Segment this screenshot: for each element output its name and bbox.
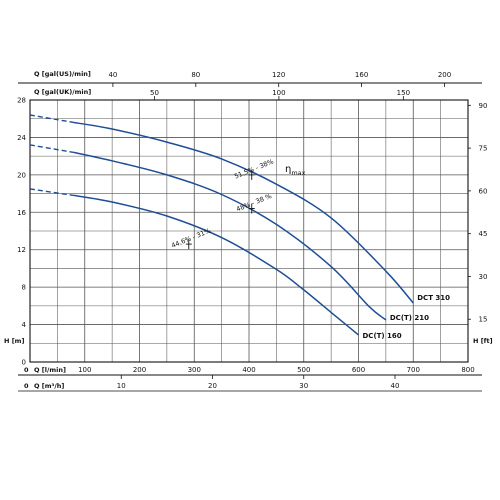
eta-subscript: max (291, 169, 305, 177)
top-uk-tick-label: 100 (272, 89, 285, 97)
right-axis-label: H [ft] (473, 337, 493, 345)
bottom-lpm-axis-label: Q [l/min] (34, 366, 66, 374)
eta-symbol: η (285, 164, 291, 175)
left-tick-label: 24 (17, 134, 26, 142)
bottom-zero-lpm: 0 (24, 366, 29, 374)
top-us-tick-label: 80 (191, 71, 200, 79)
top-uk-axis-label: Q [gal(UK)/min] (34, 88, 91, 96)
curve-label: DC(T) 210 (390, 314, 429, 322)
top-us-tick-label: 40 (108, 71, 117, 79)
bottom-m3h-tick-label: 30 (299, 382, 308, 390)
bottom-m3h-tick-label: 20 (208, 382, 217, 390)
bottom-lpm-tick-label: 200 (133, 366, 146, 374)
bottom-lpm-tick-label: 600 (352, 366, 365, 374)
left-tick-label: 0 (22, 359, 26, 367)
bottom-lpm-tick-label: 700 (407, 366, 420, 374)
bottom-m3h-tick-label: 40 (391, 382, 400, 390)
bottom-lpm-tick-label: 300 (188, 366, 201, 374)
curve-dashed-segment (29, 188, 74, 197)
plot-frame (18, 82, 482, 392)
left-tick-label: 16 (17, 209, 26, 217)
curve-label: DC(T) 160 (363, 332, 402, 340)
top-us-tick-label: 120 (272, 71, 285, 79)
bottom-lpm-tick-label: 100 (78, 366, 91, 374)
top-us-axis-label: Q [gal(US)/min] (34, 70, 91, 78)
grid (30, 100, 468, 362)
curve-solid-segment (73, 194, 359, 336)
bottom-zero-m3h: 0 (24, 382, 29, 390)
left-tick-label: 4 (22, 321, 27, 329)
annotations: 51,5% - 38%48% - 38 %44,6% - 31% (170, 158, 275, 250)
curve-dashed-segment (29, 114, 74, 124)
bottom-m3h-tick-label: 10 (117, 382, 126, 390)
top-uk-tick-label: 150 (397, 89, 410, 97)
top-uk-tick-label: 50 (150, 89, 159, 97)
left-tick-label: 12 (17, 246, 26, 254)
curve-solid-segment (73, 121, 414, 304)
left-tick-label: 28 (17, 97, 26, 105)
bottom-lpm-tick-label: 500 (297, 366, 310, 374)
plot-border (29, 99, 469, 363)
right-tick-label: 75 (479, 145, 488, 153)
efficiency-label: 44,6% - 31% (170, 227, 212, 250)
bottom-lpm-tick-label: 400 (242, 366, 255, 374)
curve-dashed-segment (29, 144, 74, 154)
curve-label: DCT 310 (417, 294, 450, 302)
curve-solid-segment (73, 151, 387, 321)
efficiency-label: 51,5% - 38% (233, 158, 275, 181)
eta-max-label: ηmax (285, 164, 306, 177)
bottom-m3h-axis-label: Q [m³/h] (34, 382, 64, 390)
right-tick-label: 45 (479, 230, 488, 238)
right-tick-label: 90 (479, 102, 488, 110)
left-axis-label: H [m] (4, 337, 24, 345)
bottom-lpm-tick-label: 800 (461, 366, 474, 374)
left-tick-label: 20 (17, 171, 26, 179)
top-us-tick-label: 160 (355, 71, 368, 79)
right-tick-label: 15 (479, 316, 488, 324)
right-tick-label: 60 (479, 187, 488, 195)
left-tick-label: 8 (22, 284, 26, 292)
pump-curves: DCT 310 DC(T) 210 DC(T) 160 (29, 114, 450, 340)
right-tick-label: 30 (479, 273, 488, 281)
top-us-tick-label: 200 (438, 71, 451, 79)
